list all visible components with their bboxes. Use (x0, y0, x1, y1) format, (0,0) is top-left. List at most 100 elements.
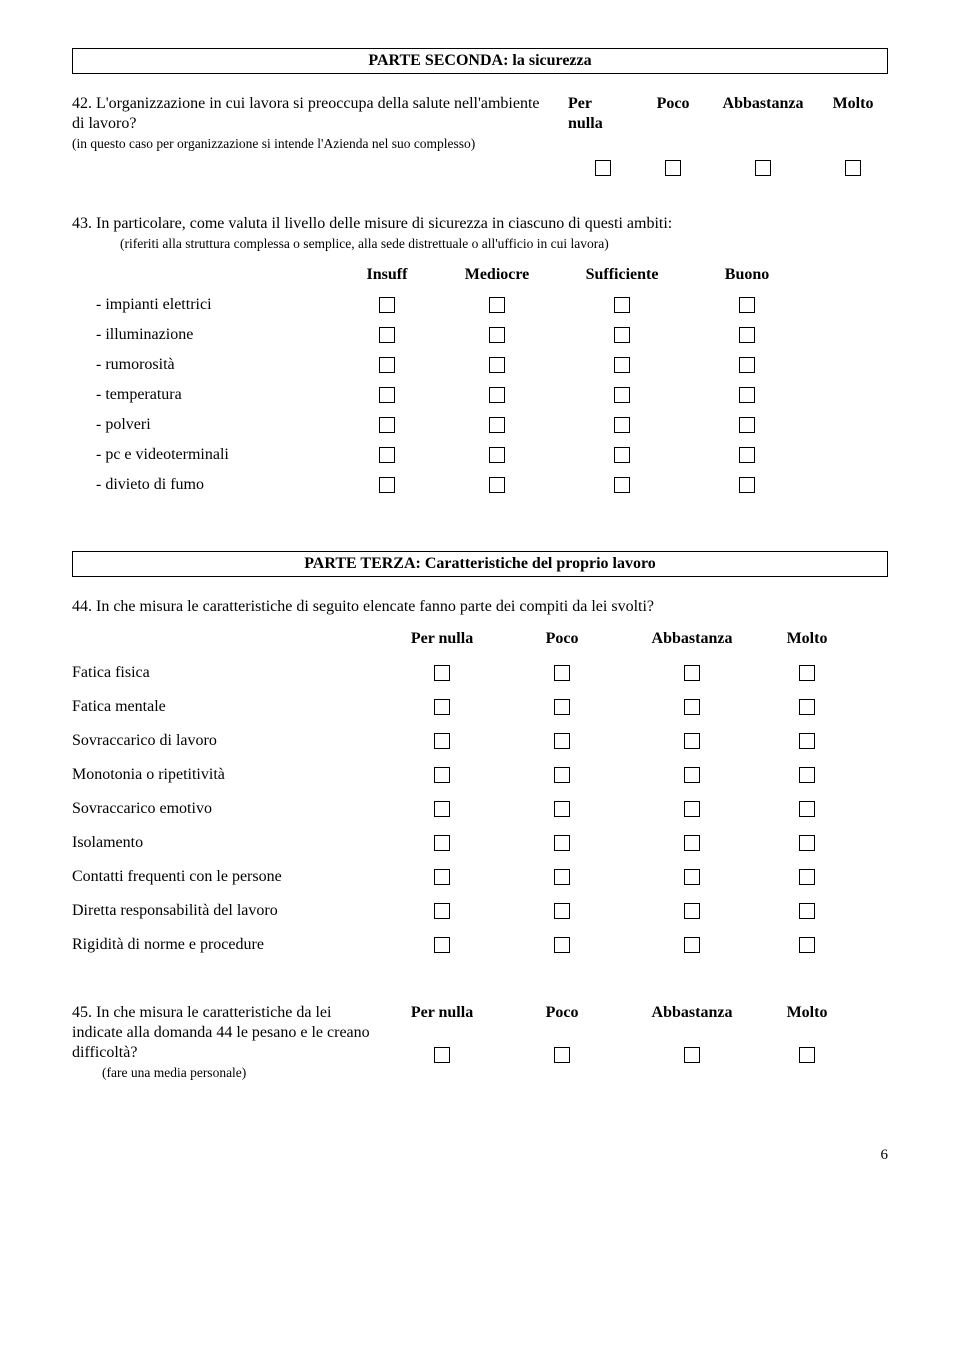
q43-th-buono: Buono (692, 265, 802, 285)
q42-checkbox-per-nulla[interactable] (595, 160, 611, 176)
question-42: 42. L'organizzazione in cui lavora si pr… (72, 94, 888, 178)
q44-checkbox[interactable] (684, 869, 700, 885)
q43-subtext: (riferiti alla struttura complessa o sem… (72, 236, 888, 253)
q43-checkbox[interactable] (614, 417, 630, 433)
q44-row-label: Fatica fisica (72, 663, 382, 683)
q44-row-label: Diretta responsabilità del lavoro (72, 901, 382, 921)
q44-checkbox[interactable] (434, 733, 450, 749)
q44-checkbox[interactable] (799, 903, 815, 919)
q42-text: 42. L'organizzazione in cui lavora si pr… (72, 94, 552, 134)
q44-checkbox[interactable] (554, 767, 570, 783)
q42-checkbox-molto[interactable] (845, 160, 861, 176)
q44-row-label: Isolamento (72, 833, 382, 853)
q44-checkbox[interactable] (684, 767, 700, 783)
q43-checkbox[interactable] (489, 357, 505, 373)
q44-checkbox[interactable] (434, 869, 450, 885)
q43-checkbox[interactable] (739, 357, 755, 373)
q44-th-per-nulla: Per nulla (382, 629, 502, 649)
q44-checkbox[interactable] (554, 937, 570, 953)
page-number: 6 (72, 1146, 888, 1165)
q44-checkbox[interactable] (684, 937, 700, 953)
q43-checkbox[interactable] (379, 357, 395, 373)
q43-row-label: - illuminazione (72, 325, 332, 345)
q44-checkbox[interactable] (554, 869, 570, 885)
q44-checkbox[interactable] (684, 835, 700, 851)
q44-checkbox[interactable] (554, 665, 570, 681)
question-44: 44. In che misura le caratteristiche di … (72, 597, 888, 955)
q42-h3: Abbastanza (708, 94, 818, 134)
q44-checkbox[interactable] (799, 835, 815, 851)
q43-checkbox[interactable] (379, 327, 395, 343)
q43-th-insuff: Insuff (332, 265, 442, 285)
q43-checkbox[interactable] (489, 297, 505, 313)
q43-checkbox[interactable] (489, 447, 505, 463)
q43-checkbox[interactable] (379, 297, 395, 313)
q43-checkbox[interactable] (379, 477, 395, 493)
q44-row-label: Rigidità di norme e procedure (72, 935, 382, 955)
q42-h4: Molto (818, 94, 888, 134)
q44-checkbox[interactable] (434, 801, 450, 817)
q44-checkbox[interactable] (434, 835, 450, 851)
q44-checkbox[interactable] (554, 835, 570, 851)
q43-checkbox[interactable] (739, 417, 755, 433)
q45-checkbox-abbastanza[interactable] (684, 1047, 700, 1063)
q43-checkbox[interactable] (379, 417, 395, 433)
q43-checkbox[interactable] (489, 417, 505, 433)
q45-th-per-nulla: Per nulla (382, 1003, 502, 1023)
q45-th-poco: Poco (502, 1003, 622, 1023)
q43-checkbox[interactable] (614, 477, 630, 493)
q42-h2: Poco (638, 94, 708, 134)
q44-row-label: Contatti frequenti con le persone (72, 867, 382, 887)
q42-scale-header: Per nulla Poco Abbastanza Molto (568, 94, 888, 134)
q44-checkbox[interactable] (434, 665, 450, 681)
q44-checkbox[interactable] (684, 699, 700, 715)
q43-checkbox[interactable] (614, 327, 630, 343)
q43-checkbox[interactable] (489, 387, 505, 403)
q43-row-label: - divieto di fumo (72, 475, 332, 495)
q45-checkbox-poco[interactable] (554, 1047, 570, 1063)
q45-checkbox-molto[interactable] (799, 1047, 815, 1063)
q42-checkbox-poco[interactable] (665, 160, 681, 176)
q44-checkbox[interactable] (554, 801, 570, 817)
q43-checkbox[interactable] (739, 387, 755, 403)
q44-th-molto: Molto (762, 629, 852, 649)
q44-checkbox[interactable] (434, 699, 450, 715)
q45-th-abbastanza: Abbastanza (622, 1003, 762, 1023)
q44-checkbox[interactable] (684, 903, 700, 919)
q45-checkbox-per-nulla[interactable] (434, 1047, 450, 1063)
q44-checkbox[interactable] (434, 767, 450, 783)
q43-checkbox[interactable] (614, 447, 630, 463)
q44-checkbox[interactable] (554, 699, 570, 715)
q44-checkbox[interactable] (799, 699, 815, 715)
q43-checkbox[interactable] (379, 447, 395, 463)
q43-checkbox[interactable] (614, 297, 630, 313)
q43-checkbox[interactable] (739, 447, 755, 463)
q44-th-abbastanza: Abbastanza (622, 629, 762, 649)
q44-checkbox[interactable] (554, 733, 570, 749)
q43-checkbox[interactable] (379, 387, 395, 403)
q43-checkbox[interactable] (739, 477, 755, 493)
q44-checkbox[interactable] (799, 733, 815, 749)
q43-row-label: - rumorosità (72, 355, 332, 375)
q44-checkbox[interactable] (684, 665, 700, 681)
q44-checkbox[interactable] (799, 937, 815, 953)
q43-checkbox[interactable] (489, 477, 505, 493)
q43-row-label: - polveri (72, 415, 332, 435)
q44-row-label: Sovraccarico di lavoro (72, 731, 382, 751)
q44-checkbox[interactable] (799, 869, 815, 885)
q44-checkbox[interactable] (799, 801, 815, 817)
q43-checkbox[interactable] (739, 327, 755, 343)
q44-checkbox[interactable] (554, 903, 570, 919)
q44-checkbox[interactable] (434, 903, 450, 919)
q43-checkbox[interactable] (739, 297, 755, 313)
q42-h1b: nulla (568, 114, 638, 134)
q43-checkbox[interactable] (614, 357, 630, 373)
q44-checkbox[interactable] (684, 733, 700, 749)
q43-checkbox[interactable] (614, 387, 630, 403)
q43-checkbox[interactable] (489, 327, 505, 343)
q44-checkbox[interactable] (799, 665, 815, 681)
q44-checkbox[interactable] (684, 801, 700, 817)
q42-checkbox-abbastanza[interactable] (755, 160, 771, 176)
q44-checkbox[interactable] (434, 937, 450, 953)
q44-checkbox[interactable] (799, 767, 815, 783)
